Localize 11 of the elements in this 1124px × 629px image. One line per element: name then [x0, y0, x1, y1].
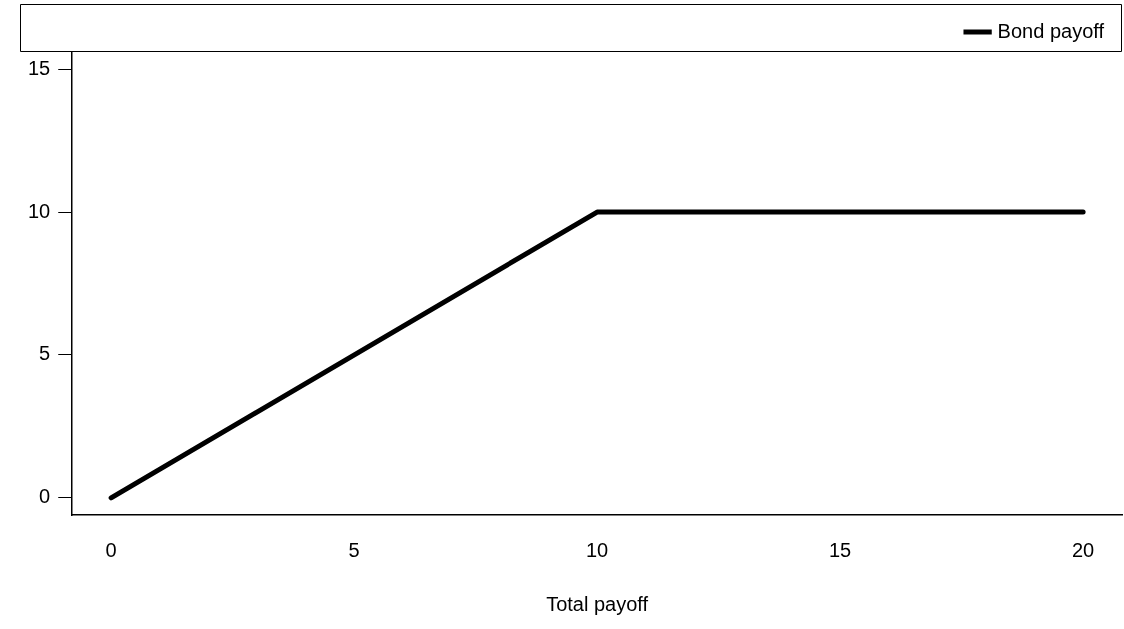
x-tick-label: 5 [348, 538, 360, 561]
legend-label: Bond payoff [997, 19, 1105, 42]
x-tick-label: 0 [105, 538, 117, 561]
x-axis-title: Total payoff [546, 592, 649, 615]
y-tick-label: 15 [28, 56, 51, 79]
x-tick-label: 15 [829, 538, 852, 561]
y-tick-label: 5 [39, 342, 51, 365]
y-tick-label: 10 [28, 199, 51, 222]
y-tick-label: 0 [39, 485, 51, 508]
x-tick-label: 20 [1072, 538, 1095, 561]
x-tick-label: 10 [586, 538, 609, 561]
